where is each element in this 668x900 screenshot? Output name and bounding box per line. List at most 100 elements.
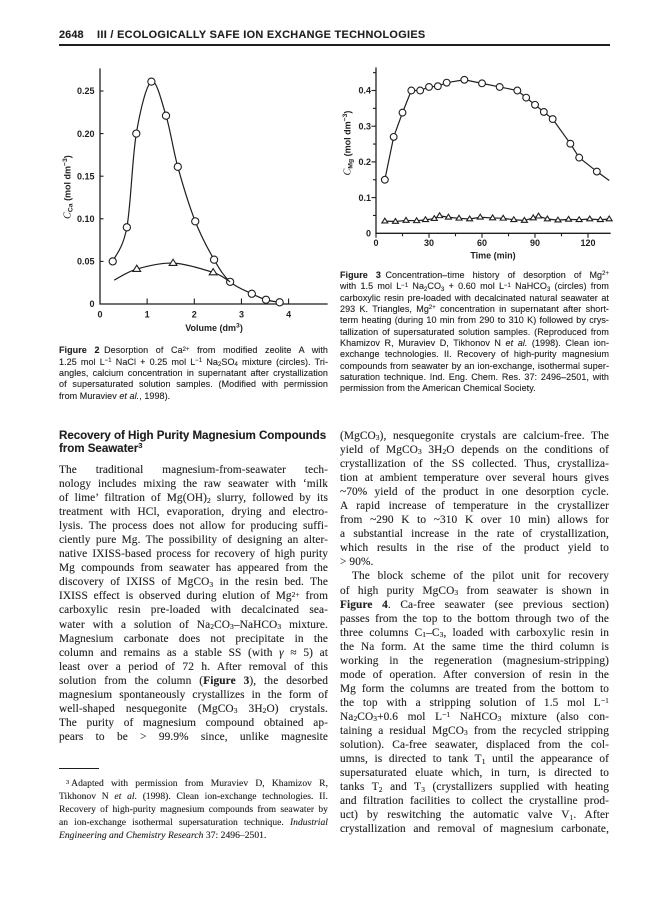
text-line: carboxylic resin pre-loaded with decalci… (59, 604, 328, 617)
text-line: an ion-exchange isothermal supersaturati… (59, 817, 328, 828)
y-tick-label: 0.15 (77, 171, 95, 181)
circle-marker (122, 223, 132, 232)
circle-marker (247, 289, 256, 298)
text-line: of supersaturated solution samples. (Mod… (59, 379, 328, 390)
x-tick-label: 0 (97, 310, 102, 320)
text-line: supersaturated eluate which, in turn, is… (340, 767, 609, 780)
x-tick-label: 0 (373, 238, 378, 248)
text-line: which results in the rise of the product… (340, 542, 609, 555)
text-line: carboxylic resin pre-loaded with decalci… (340, 292, 609, 303)
y-tick-label: 0 (89, 299, 94, 309)
figure2-series-triangles (113, 258, 231, 283)
circle-marker (592, 167, 601, 176)
text-line: crystallization of the SS collected. Thu… (340, 458, 609, 471)
triangle-marker (444, 213, 453, 220)
triangle-marker (131, 264, 142, 272)
text-line: Magnesium carbonate does not precipitate… (59, 632, 328, 645)
text-line: with 1.5 mol L−1 Na2CO3 + 0.60 mol L−1 N… (340, 281, 609, 293)
circle-marker (161, 111, 171, 120)
figure2-axes: 0 1 2 3 4 0 0.05 0.10 0.15 0.20 0.25 Volume (dm3) CC… (62, 68, 328, 333)
circle-marker (478, 79, 486, 88)
text-line: Engineering and Chemistry Research 37: 2… (59, 830, 267, 841)
text-line: umns, is directed to tank T1 until the a… (340, 753, 609, 766)
text-line: mode of operation. After conversion of r… (340, 668, 609, 681)
figure2-axis-lines (99, 68, 328, 305)
text-line: term heating (during 10 min from 290 to … (340, 315, 609, 326)
text-line: IXISS effect is observed during elution … (59, 589, 328, 603)
triangle-marker (564, 215, 573, 222)
figure3-series-circles (380, 75, 610, 184)
circle-marker (108, 257, 117, 266)
text-line: (MgCO3), nesquegonite crystals are calci… (340, 430, 609, 443)
x-tick-label: 90 (530, 238, 540, 248)
triangle-marker (208, 267, 219, 276)
triangle-marker (605, 215, 614, 222)
text-line: nology includes mixing the raw seawater … (59, 478, 328, 491)
triangle-marker (543, 215, 552, 222)
circle-marker (389, 132, 398, 141)
circle-marker (191, 217, 200, 226)
text-line: yield of MgCO3 3H2O depends on the condi… (340, 444, 609, 457)
triangle-marker (596, 215, 605, 223)
triangle-marker (529, 213, 538, 221)
x-tick-label: 60 (477, 238, 487, 248)
text-line: uct) by reswitching the automatic valve … (340, 809, 609, 822)
circle-marker (209, 255, 219, 264)
triangle-marker (455, 214, 464, 221)
text-line: > 90%. (340, 556, 374, 569)
text-line: solution from the column (Figure 3), the… (59, 674, 328, 687)
circle-marker (433, 82, 442, 91)
text-line: The traditional magnesium-from-seawater … (59, 464, 328, 476)
figure2-caption: Figure 2 Desorption of Ca2+ from modifie… (59, 345, 328, 402)
text-line: Figure 3 Concentration–time history of d… (340, 270, 609, 280)
text-line: 1.25 mol L−1 NaCl + 0.25 mol L−1 Na2SO4 … (59, 356, 328, 369)
circle-marker (147, 77, 156, 86)
section-heading: Recovery of High Purity Magnesium Compou… (59, 430, 328, 455)
circle-marker (513, 86, 522, 95)
text-line: permission from the American Chemical So… (340, 383, 536, 394)
text-line: Recovery of High Purity Magnesium Compou… (59, 430, 327, 442)
triangle-marker (412, 216, 421, 224)
text-line: 293 K. Triangles, Mg2+ concentration in … (340, 304, 609, 315)
y-tick-label: 0.4 (358, 86, 371, 96)
y-tick-label: 0.20 (77, 129, 95, 139)
circle-marker (425, 82, 433, 91)
triangle-marker (534, 212, 543, 219)
text-line: and filtration facilities to collect the… (340, 795, 609, 808)
text-line: magnesium spontaneously crystallizes in … (59, 688, 328, 701)
circle-marker (380, 175, 389, 184)
figure3-caption: Figure 3 Concentration–time history of d… (340, 270, 609, 395)
text-line: pears to be > 99.9% since, unlike magnes… (59, 730, 328, 743)
figure2-ylabel: CCa (mol dm−3) (62, 155, 74, 219)
text-line: saturation technique. Ind. Eng. Chem. Re… (340, 372, 609, 383)
y-tick-label: 0.10 (77, 214, 95, 224)
text-line: least over a period of 72 h. After remov… (59, 660, 328, 673)
text-line: ciently pure Mg. The possibility of desi… (59, 534, 328, 547)
circle-marker (132, 129, 141, 138)
text-line: Recovery of high-purity magnesium compou… (59, 804, 328, 815)
figure3-axes: 0 30 60 90 120 0 0.1 0.2 0.3 0.4 Time (min) CMg (mo… (342, 67, 611, 261)
triangle-marker (509, 215, 518, 223)
body-column-left: The traditional magnesium-from-seawater … (59, 463, 328, 744)
x-tick-label: 30 (424, 238, 434, 248)
text-line: discovery of IXISS of MgCO3 in the resin… (59, 576, 328, 589)
circle-marker (275, 298, 284, 307)
triangle-marker (488, 213, 497, 221)
triangle-marker (575, 215, 584, 223)
text-line: ~70% yield of the product in one desorpt… (340, 486, 609, 499)
circle-marker (531, 100, 539, 109)
header-rule (59, 43, 610, 46)
text-line: treatment with HCl, evaporation, drying … (59, 506, 328, 519)
body-column-right: (MgCO3), nesquegonite crystals are calci… (340, 429, 609, 836)
x-tick-label: 2 (192, 310, 197, 320)
text-line: A rapid increase of temperature in the c… (340, 500, 609, 513)
text-line: water with a solution of Na2CO3–NaHCO3 m… (59, 618, 328, 631)
text-line: Na2CO3+0.6 mol L−1 NaHCO3 mixture (also … (340, 710, 609, 724)
circle-marker (460, 75, 469, 84)
text-line: of high purity MgCO3 from seawater is sh… (340, 584, 609, 597)
text-line: three columns C1–C3, loaded with carboxy… (340, 626, 609, 640)
text-line: of lime’ filtration of Mg(OH)2 slurry, f… (59, 492, 328, 505)
figure2-xlabel: Volume (dm3) (185, 323, 243, 333)
